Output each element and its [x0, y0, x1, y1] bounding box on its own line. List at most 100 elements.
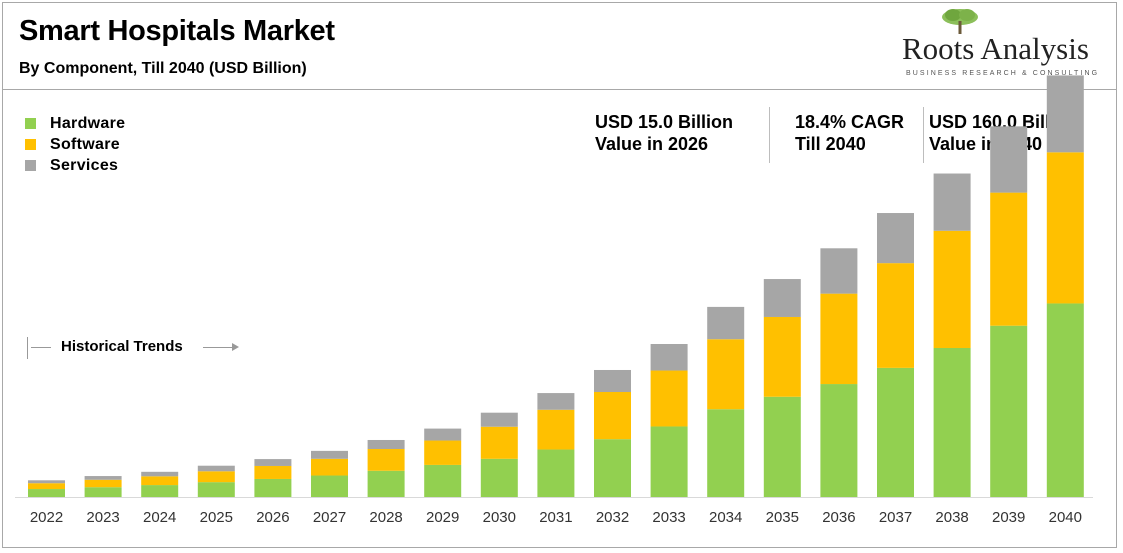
tree-icon	[942, 9, 978, 34]
bar-software-2027	[311, 458, 348, 476]
bar-hardware-2039	[990, 325, 1028, 497]
historical-trends-label: Historical Trends	[61, 338, 183, 355]
kpi-headline: 18.4% CAGR	[795, 112, 905, 132]
bar-hardware-2025	[197, 482, 235, 497]
historical-line-left	[31, 347, 51, 348]
bar-software-2025	[197, 471, 235, 483]
bar-services-2032	[594, 369, 631, 393]
logo-name: Roots Analysis	[902, 31, 1089, 66]
x-tick-label: 2031	[539, 509, 572, 526]
bar-hardware-2033	[650, 426, 688, 497]
bar-hardware-2022	[28, 489, 65, 497]
kpi-value-2026: USD 15.0 Billion Value in 2026	[595, 111, 733, 155]
bar-services-2023	[84, 476, 122, 480]
bar-software-2033	[650, 370, 688, 427]
bar-services-2025	[197, 465, 235, 472]
bar-software-2038	[933, 230, 971, 348]
bar-hardware-2034	[707, 409, 745, 497]
legend-label: Services	[50, 156, 119, 174]
bar-software-2026	[254, 465, 292, 479]
legend-item-services: Services	[25, 155, 125, 176]
bar-hardware-2028	[367, 470, 405, 497]
x-tick-label: 2040	[1049, 509, 1082, 526]
bar-software-2023	[84, 479, 122, 488]
x-tick-label: 2037	[879, 509, 912, 526]
bar-services-2028	[367, 439, 405, 450]
bar-services-2031	[537, 393, 575, 410]
x-tick-label: 2028	[369, 509, 402, 526]
legend-item-software: Software	[25, 134, 125, 155]
bar-services-2024	[141, 471, 179, 477]
legend-label: Hardware	[50, 114, 126, 132]
bar-software-2022	[28, 483, 65, 490]
x-tick-label: 2024	[143, 509, 176, 526]
legend-swatch-software	[25, 139, 36, 150]
x-tick-label: 2033	[652, 509, 685, 526]
legend-swatch-services	[25, 160, 36, 171]
bar-services-2029	[424, 428, 462, 441]
bar-software-2040	[1046, 152, 1084, 304]
x-tick-label: 2036	[822, 509, 855, 526]
bar-hardware-2032	[594, 439, 631, 497]
bar-software-2031	[537, 409, 575, 450]
bar-services-2036	[820, 248, 858, 294]
bar-software-2035	[763, 316, 801, 397]
kpi-cagr: 18.4% CAGR Till 2040	[795, 111, 904, 155]
x-tick-label: 2035	[766, 509, 799, 526]
bar-services-2026	[254, 459, 292, 466]
legend-item-hardware: Hardware	[25, 113, 125, 134]
bar-services-2037	[877, 213, 914, 264]
bar-services-2035	[763, 279, 801, 317]
x-tick-label: 2025	[200, 509, 233, 526]
legend-swatch-hardware	[25, 118, 36, 129]
bar-services-2040	[1046, 75, 1084, 153]
bar-services-2033	[650, 344, 688, 371]
x-tick-label: 2034	[709, 509, 742, 526]
bar-software-2032	[594, 392, 631, 440]
bar-services-2027	[311, 450, 348, 459]
kpi-headline: USD 160.0 Billion	[929, 112, 1078, 132]
bar-software-2030	[480, 426, 518, 459]
bar-software-2024	[141, 476, 179, 486]
bar-hardware-2040	[1046, 303, 1084, 497]
x-tick-label: 2039	[992, 509, 1025, 526]
historical-bracket	[27, 337, 28, 359]
arrow-right-icon	[232, 343, 239, 351]
bar-services-2039	[990, 126, 1028, 193]
legend-label: Software	[50, 135, 120, 153]
bar-hardware-2031	[537, 449, 575, 497]
bar-hardware-2036	[820, 384, 858, 497]
roots-analysis-logo: Roots Analysis BUSINESS RESEARCH & CONSU…	[898, 9, 1108, 83]
bar-hardware-2026	[254, 478, 292, 497]
kpi-divider	[923, 107, 924, 163]
kpi-caption: Value in 2026	[595, 134, 709, 154]
kpi-divider	[769, 107, 770, 163]
bar-services-2022	[28, 480, 65, 484]
bar-software-2029	[424, 440, 462, 465]
bar-hardware-2035	[763, 396, 801, 497]
chart-subtitle: By Component, Till 2040 (USD Billion)	[19, 60, 307, 77]
x-tick-label: 2029	[426, 509, 459, 526]
bar-hardware-2024	[141, 485, 179, 497]
bar-software-2028	[367, 449, 405, 471]
bar-services-2034	[707, 306, 745, 340]
x-tick-label: 2023	[86, 509, 119, 526]
bar-hardware-2027	[311, 475, 348, 497]
x-tick-label: 2032	[596, 509, 629, 526]
bar-hardware-2038	[933, 347, 971, 497]
chart-title: Smart Hospitals Market	[19, 15, 335, 47]
kpi-headline: USD 15.0 Billion	[595, 112, 734, 132]
x-tick-label: 2038	[935, 509, 968, 526]
bar-software-2034	[707, 339, 745, 410]
bar-hardware-2029	[424, 464, 462, 497]
logo-tagline: BUSINESS RESEARCH & CONSULTING	[906, 70, 1100, 77]
bar-hardware-2037	[877, 367, 914, 497]
kpi-caption: Till 2040	[795, 134, 866, 154]
x-tick-label: 2022	[30, 509, 63, 526]
historical-line-right	[203, 347, 233, 348]
bar-software-2036	[820, 293, 858, 385]
bar-services-2038	[933, 173, 971, 231]
bar-software-2037	[877, 263, 914, 368]
legend: Hardware Software Services	[25, 113, 125, 176]
